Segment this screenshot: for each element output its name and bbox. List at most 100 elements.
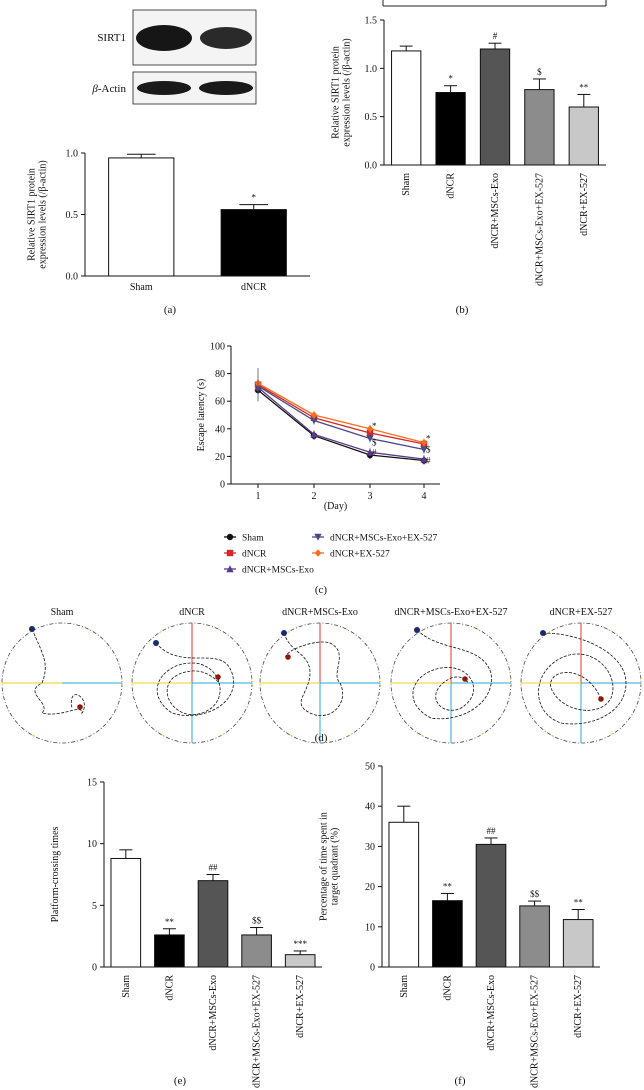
x-tick-label: dNCR+MSCs-Exo xyxy=(486,975,497,1051)
bar xyxy=(524,89,555,166)
significance-label: * xyxy=(372,421,377,431)
x-tick-label: Sham xyxy=(121,975,132,998)
significance-label: # xyxy=(426,456,431,466)
y-tick-label: 10 xyxy=(365,922,375,933)
y-tick-label: 0 xyxy=(370,963,375,974)
start-point xyxy=(540,630,546,636)
chart-a: 0.0 0.5 1.0 Relative SIRT1 protein expressio… xyxy=(27,149,310,293)
swim-path xyxy=(31,628,85,715)
chart-b: 0.0 0.5 1.0 1.5 Relative SIRT1 protein expres… xyxy=(331,16,606,286)
trace-title: dNCR xyxy=(179,607,205,618)
legend-marker xyxy=(314,549,322,557)
x-tick-label: 2 xyxy=(312,491,317,502)
significance-label: $$ xyxy=(530,889,540,899)
x-tick-label: dNCR+EX-527 xyxy=(579,173,590,236)
significance-label: ** xyxy=(165,917,175,927)
chart-e: 0 5 10 15 Platform-crossing times Sham ** dNCR #… xyxy=(50,778,322,1088)
blot-band-actin-sham xyxy=(137,81,191,95)
significance-label: *** xyxy=(293,939,307,949)
y-axis-label: Percentage of time spent in xyxy=(319,812,330,921)
swim-path xyxy=(155,642,234,716)
bar xyxy=(391,50,422,166)
significance-label: # xyxy=(493,31,498,41)
panel-label-e: (e) xyxy=(174,1075,187,1087)
platform-point xyxy=(215,674,221,680)
y-tick-label: 1.5 xyxy=(365,16,378,27)
bar xyxy=(432,900,463,968)
x-tick-label: 1 xyxy=(256,491,261,502)
swim-path xyxy=(412,629,492,720)
y-tick-label: 60 xyxy=(215,397,225,408)
series-line xyxy=(257,386,425,460)
swim-path xyxy=(538,632,627,725)
legend-label: dNCR+MSCs-Exo+EX-527 xyxy=(330,534,438,544)
western-blot: SIRT1 β-Actin xyxy=(91,9,257,105)
x-tick-label: dNCR+MSCs-Exo+EX-527 xyxy=(252,975,263,1088)
trace-panel: dNCR+EX-527 xyxy=(520,607,642,744)
y-tick-label: 0.5 xyxy=(66,210,79,221)
x-axis-label: (Day) xyxy=(324,501,347,512)
trace-title: dNCR+MSCs-Exo xyxy=(282,607,358,618)
start-point xyxy=(281,630,287,636)
trace-title: dNCR+EX-527 xyxy=(550,607,613,618)
y-tick-label: 40 xyxy=(365,802,375,813)
legend-label: dNCR xyxy=(242,550,267,560)
bar xyxy=(108,157,175,277)
x-tick-label: Sham xyxy=(399,975,410,998)
platform-point xyxy=(77,704,83,710)
y-tick-label: 50 xyxy=(365,762,375,773)
y-tick-label: 20 xyxy=(215,452,225,463)
platform-point xyxy=(598,696,604,702)
y-axis-label: target quadrant (%) xyxy=(330,828,341,906)
panel-label-f: (f) xyxy=(455,1075,466,1087)
x-tick-label: dNCR xyxy=(446,173,457,199)
y-tick-label: 0.5 xyxy=(365,112,378,123)
blot-frame-b xyxy=(382,0,607,7)
bar xyxy=(220,209,287,277)
data-point xyxy=(420,438,428,447)
platform-point xyxy=(462,676,468,682)
data-point xyxy=(420,446,428,454)
legend-marker xyxy=(226,533,234,541)
trace-title: dNCR+MSCs-Exo+EX-527 xyxy=(395,607,508,618)
significance-label: ## xyxy=(209,863,219,873)
significance-label: ** xyxy=(443,881,453,891)
chart-c: 0 20 40 60 80 100 1 2 3 4 (Day) Escape latency (s) *… xyxy=(196,342,440,576)
x-tick-label: dNCR+MSCs-Exo xyxy=(490,173,501,249)
y-tick-label: 80 xyxy=(215,369,225,380)
bar xyxy=(475,843,507,968)
y-tick-label: 0.0 xyxy=(66,272,79,283)
significance-label: ** xyxy=(579,82,589,92)
y-axis-label: Relative SIRT1 protein xyxy=(27,168,38,261)
series-line xyxy=(257,382,425,444)
x-tick-label: dNCR xyxy=(442,975,453,1001)
significance-label: ## xyxy=(487,826,497,836)
panel-label-b: (b) xyxy=(456,304,469,316)
significance-label: $ xyxy=(426,445,431,455)
legend-label: dNCR+EX-527 xyxy=(330,550,390,560)
data-point xyxy=(366,425,374,433)
series-line xyxy=(257,389,425,462)
y-axis-label: Platform-crossing times xyxy=(50,826,61,922)
significance-label: # xyxy=(372,447,377,457)
significance-label: $ xyxy=(372,438,377,448)
legend-marker xyxy=(226,549,234,557)
data-point xyxy=(310,417,318,425)
blot-band-actin-dncr xyxy=(199,81,253,95)
x-tick-label: Sham xyxy=(130,282,153,293)
y-tick-label: 30 xyxy=(365,842,375,853)
data-point xyxy=(366,448,374,456)
blot-label-actin: β-Actin xyxy=(91,83,126,95)
bar xyxy=(284,954,316,968)
significance-label: $ xyxy=(537,67,542,77)
significance-label: * xyxy=(252,193,257,203)
significance-label: $$ xyxy=(252,916,262,926)
chart-f: 0 10 20 30 40 50 Percentage of time spent in ta… xyxy=(319,762,600,1088)
x-tick-label: dNCR+EX-527 xyxy=(573,975,584,1038)
y-axis-label: Escape latency (s) xyxy=(196,379,207,452)
legend-marker xyxy=(314,533,322,541)
platform-point xyxy=(285,654,291,660)
data-point xyxy=(366,429,374,437)
bar xyxy=(241,934,272,968)
